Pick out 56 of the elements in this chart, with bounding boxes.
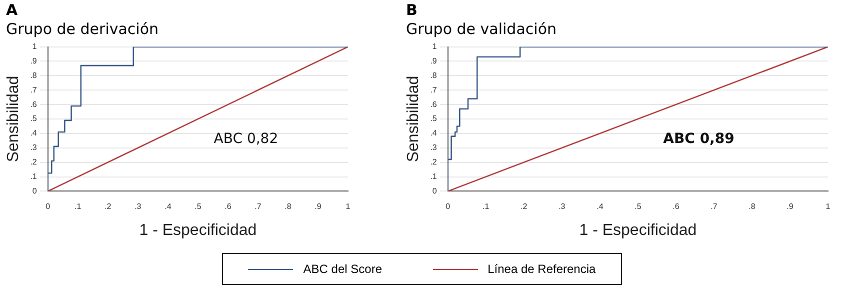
x-axis-title: 1 - Especificidad xyxy=(139,222,257,239)
x-tick-label: .3 xyxy=(134,202,142,212)
x-tick-label: 1 xyxy=(826,202,831,212)
annotation: ABC 0,89 xyxy=(663,130,734,147)
x-tick-label: .1 xyxy=(74,202,82,212)
chart-subtitle: Grupo de derivación xyxy=(6,19,160,39)
annotation: ABC 0,82 xyxy=(214,130,278,147)
x-tick-label: .9 xyxy=(786,202,794,212)
x-tick-label: .4 xyxy=(596,202,604,212)
y-tick-label: .2 xyxy=(430,158,438,167)
y-tick-label: .3 xyxy=(430,143,438,152)
y-axis-title: Sensibilidad xyxy=(5,76,22,162)
x-tick-label: 0 xyxy=(46,202,51,212)
x-tick-label: .7 xyxy=(254,202,262,212)
x-axis-title: 1 - Especificidad xyxy=(579,222,697,239)
x-tick-label: 0 xyxy=(446,202,451,212)
legend-label: Línea de Referencia xyxy=(488,262,596,276)
y-tick-label: 1 xyxy=(32,42,38,52)
x-tick-label: .8 xyxy=(748,202,756,212)
y-tick-label: .6 xyxy=(30,100,38,109)
chart-title: B xyxy=(406,1,418,19)
x-tick-label: .6 xyxy=(672,202,680,212)
y-tick-label: 0 xyxy=(32,186,38,196)
x-tick-label: .9 xyxy=(314,202,322,212)
x-tick-label: .5 xyxy=(194,202,202,212)
y-tick-label: .5 xyxy=(430,114,438,124)
x-tick-label: .2 xyxy=(520,202,528,212)
y-tick-label: .7 xyxy=(30,85,38,94)
x-tick-label: .6 xyxy=(224,202,232,212)
y-tick-label: .4 xyxy=(430,128,438,138)
y-tick-label: .9 xyxy=(30,56,38,66)
y-tick-label: .9 xyxy=(430,56,438,66)
x-tick-label: .7 xyxy=(710,202,718,212)
y-tick-label: .2 xyxy=(30,158,38,167)
legend-label: ABC del Score xyxy=(303,262,382,276)
y-tick-label: .5 xyxy=(30,114,38,124)
chart-title: A xyxy=(6,1,19,19)
y-tick-label: 1 xyxy=(432,42,438,52)
x-tick-label: 1 xyxy=(346,202,351,212)
chart-subtitle: Grupo de validación xyxy=(406,19,558,39)
y-tick-label: .7 xyxy=(430,85,438,94)
x-tick-label: .1 xyxy=(482,202,490,212)
y-tick-label: .1 xyxy=(430,172,438,181)
y-tick-label: 0 xyxy=(432,186,438,196)
x-tick-label: .8 xyxy=(284,202,292,212)
x-tick-label: .5 xyxy=(634,202,642,212)
y-tick-label: .1 xyxy=(30,172,38,181)
y-tick-label: .6 xyxy=(430,100,438,109)
x-tick-label: .3 xyxy=(558,202,566,212)
y-tick-label: .8 xyxy=(30,70,38,80)
y-tick-label: .3 xyxy=(30,143,38,152)
y-axis-title: Sensibilidad xyxy=(405,76,422,162)
x-tick-label: .4 xyxy=(164,202,172,212)
x-tick-label: .2 xyxy=(104,202,112,212)
y-tick-label: .4 xyxy=(30,128,38,138)
y-tick-label: .8 xyxy=(430,70,438,80)
